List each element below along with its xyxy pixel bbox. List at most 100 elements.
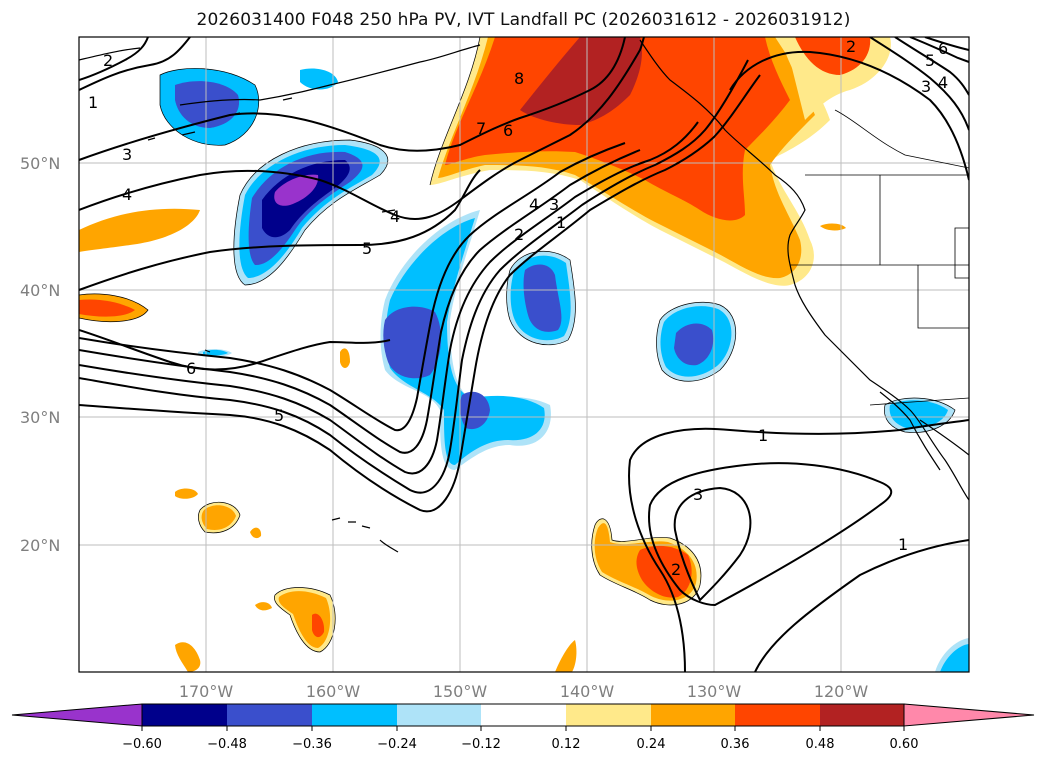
- colorbar-tick-label: 0.48: [806, 737, 835, 752]
- contour-label: 2: [846, 37, 856, 56]
- contour-5-south: [79, 74, 761, 513]
- contour-label: 2: [671, 560, 681, 579]
- colorbar-min-extend: [11, 703, 143, 727]
- colorbar-segment: [651, 704, 735, 726]
- contour-canada-4: [909, 37, 969, 63]
- neg-anomaly-143w-blue: [523, 264, 562, 332]
- neg-anomaly-se-corner-c: [940, 644, 969, 672]
- longitude-labels: 170°W 160°W 150°W 140°W 130°W 120°W: [179, 682, 869, 701]
- colorbar-max-extend: [903, 703, 1035, 727]
- pos-anomaly-sw3: [175, 488, 198, 499]
- latitude-labels: 50°N 40°N 30°N 20°N: [20, 154, 60, 555]
- neg-anomaly-47n-navy: [262, 160, 350, 238]
- colorbar-segment: [735, 704, 820, 726]
- contour-label: 6: [938, 39, 948, 58]
- contour-label: 3: [693, 485, 703, 504]
- colorbar-tick-label: −0.12: [461, 737, 501, 752]
- colorbar-tick-label: 0.36: [721, 737, 750, 752]
- contour-label: 3: [549, 195, 559, 214]
- contour-label: 4: [390, 207, 400, 226]
- contour-label: 5: [925, 51, 935, 70]
- pos-anomaly-small-35n: [340, 348, 350, 368]
- contour-3-subtropic: [673, 486, 752, 602]
- colorbar-tick-label: −0.48: [207, 737, 247, 752]
- contour-1-subtropic: [628, 419, 969, 672]
- coastline-baja: [879, 391, 941, 471]
- contour-label: 1: [758, 426, 768, 445]
- neg-anomaly-central-blue: [383, 306, 442, 379]
- lon-label: 130°W: [687, 682, 742, 701]
- pos-anomaly-sw4: [250, 527, 262, 539]
- contour-label: 3: [921, 77, 931, 96]
- pos-anomaly-alaska-darkred: [520, 37, 642, 125]
- neg-anomaly-baja-cyan: [889, 400, 948, 429]
- lat-label: 40°N: [20, 281, 60, 300]
- colorbar-segment: [481, 704, 566, 726]
- contour-canada-3: [894, 37, 969, 96]
- contour-label: 5: [362, 239, 372, 258]
- colorbar-segment: [312, 704, 397, 726]
- colorbar: −0.60 −0.48 −0.36 −0.24 −0.12 0.12 0.24 …: [11, 703, 1035, 752]
- colorbar-segment: [142, 704, 227, 726]
- contour-2-subtropic: [648, 462, 893, 607]
- lon-label: 160°W: [306, 682, 361, 701]
- colorbar-segment: [227, 704, 312, 726]
- pos-anomaly-sw5: [255, 602, 272, 611]
- contour-1-far-south: [754, 539, 969, 672]
- lat-label: 30°N: [20, 408, 60, 427]
- shaded-field-layer: [79, 37, 969, 672]
- contour-4-west: [79, 37, 645, 220]
- contour-label: 7: [476, 119, 486, 138]
- contour-label: 4: [938, 73, 948, 92]
- map-title: 2026031400 F048 250 hPa PV, IVT Landfall…: [196, 10, 851, 30]
- hawaii-islands: [331, 517, 399, 553]
- colorbar-tick-label: 0.12: [552, 737, 581, 752]
- pos-anomaly-sw2-o: [201, 505, 236, 530]
- contour-5-west: [79, 169, 481, 291]
- contour-label-layer: 2 1 3 4 5 6 5 4 8 7 6 4 3 2 1 1 3 2 1 5 …: [88, 37, 948, 579]
- contour-2-top-left: [79, 37, 149, 81]
- contour-label: 2: [103, 51, 113, 70]
- contour-label: 4: [529, 195, 539, 214]
- coastline-gulf-ca: [919, 419, 969, 456]
- contour-label: 1: [88, 93, 98, 112]
- colorbar-segment: [820, 704, 904, 726]
- contour-label: 1: [898, 535, 908, 554]
- lat-label: 50°N: [20, 154, 60, 173]
- pos-anomaly-sw6: [175, 642, 201, 672]
- contour-lines: [79, 37, 969, 672]
- lon-label: 150°W: [433, 682, 488, 701]
- contour-label: 5: [274, 406, 284, 425]
- contour-4-south: [79, 59, 749, 494]
- coastline-alaska: [79, 39, 969, 501]
- contour-1-south: [79, 142, 626, 432]
- contour-3-south: [79, 121, 699, 475]
- contour-label: 4: [122, 185, 132, 204]
- contour-label: 3: [122, 145, 132, 164]
- lat-label: 20°N: [20, 536, 60, 555]
- neg-anomaly-central-cyan: [385, 218, 545, 465]
- map-frame: [78, 36, 970, 673]
- colorbar-tick-label: 0.60: [890, 737, 919, 752]
- lon-label: 140°W: [560, 682, 615, 701]
- pos-anomaly-sw1-r: [312, 613, 325, 638]
- colorbar-tick-label: −0.36: [292, 737, 332, 752]
- contour-label: 2: [514, 225, 524, 244]
- neg-anomaly-132w-blue: [674, 323, 714, 366]
- contour-2-south: [79, 149, 641, 454]
- colorbar-tick-label: −0.24: [377, 737, 417, 752]
- pos-anomaly-20n-red: [636, 545, 692, 598]
- colorbar-tick-label: −0.60: [122, 737, 162, 752]
- map-area: 2 1 3 4 5 6 5 4 8 7 6 4 3 2 1 1 3 2 1 5 …: [79, 37, 969, 672]
- pos-anomaly-small-44n: [820, 223, 846, 231]
- contour-1-top-left: [79, 37, 191, 91]
- contour-canada-1: [729, 50, 969, 181]
- colorbar-tick-label: 0.24: [637, 737, 666, 752]
- coastline-layer: [79, 39, 969, 553]
- colorbar-segment: [397, 704, 481, 726]
- contour-label: 6: [503, 121, 513, 140]
- contour-label: 1: [556, 213, 566, 232]
- pos-anomaly-west-45n: [79, 208, 200, 252]
- contour-canada-5: [924, 37, 969, 51]
